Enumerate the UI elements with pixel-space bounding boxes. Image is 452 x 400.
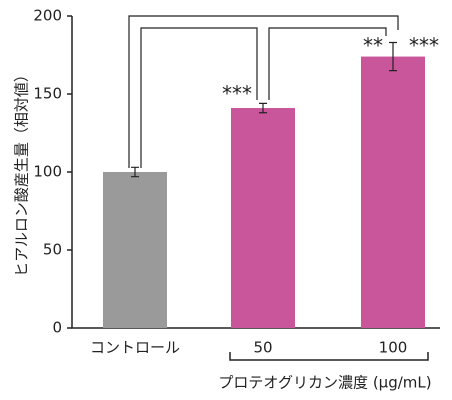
x-tick-label: 100: [379, 339, 408, 357]
significance-bracket: [128, 15, 399, 168]
significance-bracket: [140, 27, 258, 168]
group-bracket: [229, 352, 429, 361]
y-axis-label: ヒアルロン酸産生量（相対値）: [13, 67, 31, 277]
y-tick-label: 0: [52, 319, 62, 337]
significance-label: **: [363, 34, 383, 58]
x-axis-label: プロテオグリカン濃度 (μg/mL): [218, 374, 431, 392]
y-tick-label: 150: [33, 85, 62, 103]
error-bar: [259, 102, 267, 114]
bar: [103, 172, 167, 328]
y-tick-label: 50: [43, 241, 62, 259]
y-tick-label: 200: [33, 7, 62, 25]
significance-label: ***: [409, 34, 439, 58]
y-tick-label: 100: [33, 163, 62, 181]
significance-label: ***: [222, 82, 252, 106]
x-tick-label: 50: [253, 339, 272, 357]
bar: [361, 56, 425, 329]
error-bar: [131, 166, 139, 178]
x-tick-label: コントロール: [90, 339, 180, 357]
bar: [231, 108, 295, 328]
significance-bracket: [268, 27, 387, 100]
error-bar: [389, 41, 397, 72]
